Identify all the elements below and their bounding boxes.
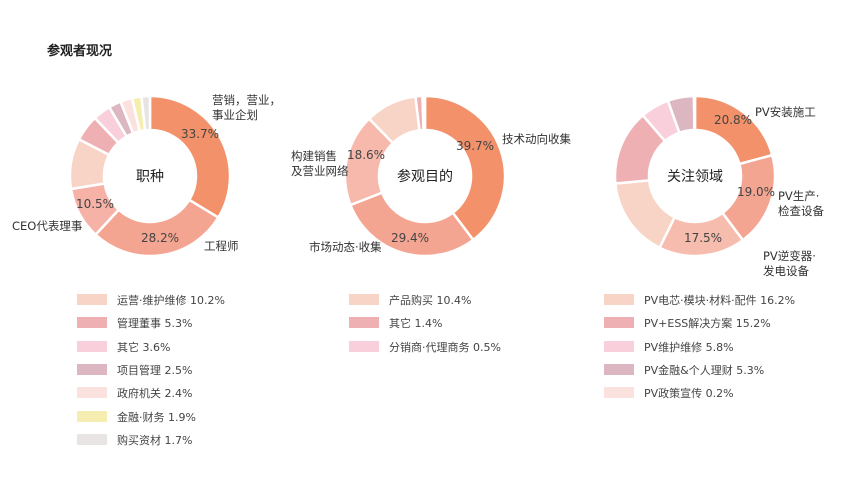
callout-line: PV安装施工 bbox=[755, 105, 816, 119]
legend-swatch bbox=[349, 294, 379, 305]
legend-label: 金融·财务 1.9% bbox=[117, 410, 196, 424]
legend-label: 运营·维护维修 10.2% bbox=[117, 294, 225, 307]
legend-swatch bbox=[77, 363, 107, 375]
chart-center-label: 关注领域 bbox=[667, 169, 723, 185]
percentage-label: 33.7% bbox=[181, 127, 219, 141]
slice-callout-label: 工程师 bbox=[204, 239, 239, 253]
legend-swatch bbox=[77, 340, 107, 352]
percentage-label: 19.0% bbox=[737, 185, 775, 199]
donut-slice bbox=[148, 94, 232, 220]
legend-label: 政府机关 2.4% bbox=[117, 387, 193, 401]
callout-line: 检查设备 bbox=[778, 204, 824, 218]
page-title: 参观者现况 bbox=[47, 44, 113, 59]
callout-line: PV生产· bbox=[778, 189, 819, 203]
legend-label: 分销商·代理商务 0.5% bbox=[389, 340, 501, 354]
callout-line: 发电设备 bbox=[763, 264, 809, 278]
legend-swatch bbox=[77, 387, 107, 399]
legend-label: 项目管理 2.5% bbox=[117, 363, 193, 377]
donut-slice bbox=[421, 94, 427, 132]
percentage-label: 29.4% bbox=[391, 231, 429, 245]
legend-label: 其它 1.4% bbox=[389, 317, 443, 331]
legend-label: PV电芯·模块·材料·配件 16.2% bbox=[644, 294, 796, 307]
callout-line: 营销，营业， bbox=[212, 93, 281, 107]
legend-swatch bbox=[77, 410, 107, 422]
callout-line: 构建销售 bbox=[291, 149, 337, 163]
legend-swatch bbox=[604, 317, 634, 329]
callout-line: 技术动向收集 bbox=[502, 132, 571, 146]
slice-callout-label: PV逆变器·发电设备 bbox=[763, 249, 816, 278]
legend-swatch bbox=[604, 340, 634, 352]
donut-slice bbox=[613, 178, 677, 250]
slice-callout-label: 营销，营业，事业企划 bbox=[212, 93, 281, 122]
legend-label: PV政策宣传 0.2% bbox=[644, 387, 734, 401]
donut-slice bbox=[692, 94, 697, 132]
donut-slice bbox=[423, 94, 507, 242]
legend-label: PV金融&个人理财 5.3% bbox=[644, 363, 765, 377]
slice-callout-label: 市场动态·收集 bbox=[309, 240, 382, 254]
legend-label: 购买资材 1.7% bbox=[117, 433, 193, 447]
legend-swatch bbox=[77, 317, 107, 329]
percentage-label: 20.8% bbox=[714, 113, 752, 127]
legend-label: 管理董事 5.3% bbox=[117, 317, 193, 331]
legend-swatch bbox=[349, 340, 379, 352]
legend-swatch bbox=[77, 433, 107, 445]
percentage-label: 10.5% bbox=[76, 197, 114, 211]
callout-line: 事业企划 bbox=[212, 108, 258, 122]
slice-callout-label: 构建销售及营业网络 bbox=[291, 149, 349, 178]
legend-purpose: 产品购买 10.4% 其它 1.4% 分销商·代理商务 0.5% bbox=[349, 292, 549, 362]
callout-line: PV逆变器· bbox=[763, 249, 816, 263]
legend-interest: PV电芯·模块·材料·配件 16.2% PV+ESS解决方案 15.2% PV维护维… bbox=[604, 292, 834, 402]
legend-label: PV维护维修 5.8% bbox=[644, 340, 734, 354]
percentage-label: 18.6% bbox=[347, 148, 385, 162]
chart-center-label: 参观目的 bbox=[397, 168, 453, 185]
legend-swatch bbox=[349, 317, 379, 329]
callout-line: 工程师 bbox=[204, 239, 239, 253]
donut-slice bbox=[93, 198, 221, 258]
percentage-label: 17.5% bbox=[684, 231, 722, 245]
legend-label: 产品购买 10.4% bbox=[389, 294, 472, 307]
legend-swatch bbox=[604, 294, 634, 305]
callout-line: 市场动态·收集 bbox=[309, 240, 382, 254]
legend-occupation: 运营·维护维修 10.2% 管理董事 5.3% 其它 3.6% 项目管理 2.5% 政府… bbox=[77, 292, 277, 452]
callout-line: CEO代表理事 bbox=[12, 219, 82, 233]
percentage-label: 39.7% bbox=[456, 139, 494, 153]
slice-callout-label: PV安装施工 bbox=[755, 105, 816, 119]
callout-line: 及营业网络 bbox=[291, 164, 349, 178]
donut-slice bbox=[140, 94, 152, 132]
legend-swatch bbox=[604, 363, 634, 375]
chart-center-label: 职种 bbox=[136, 169, 164, 185]
legend-swatch bbox=[604, 387, 634, 399]
legend-label: PV+ESS解决方案 15.2% bbox=[644, 317, 771, 331]
legend-label: 其它 3.6% bbox=[117, 340, 171, 354]
slice-callout-label: PV生产·检查设备 bbox=[778, 189, 824, 218]
slice-callout-label: CEO代表理事 bbox=[12, 219, 82, 233]
legend-swatch bbox=[77, 294, 107, 305]
percentage-label: 28.2% bbox=[141, 231, 179, 245]
slice-callout-label: 技术动向收集 bbox=[502, 132, 571, 146]
